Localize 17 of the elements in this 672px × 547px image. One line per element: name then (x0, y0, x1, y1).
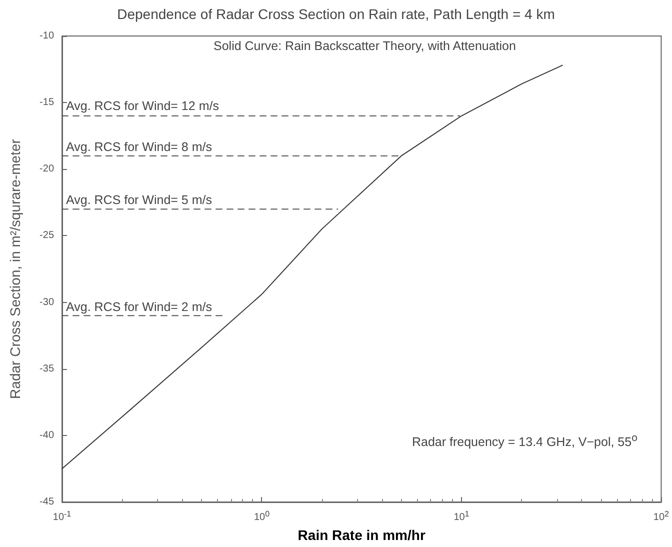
y-axis-title: Radar Cross Section, in m²/squrare-meter (7, 138, 23, 399)
y-tick-label: -30 (40, 296, 54, 308)
y-tick-label: -40 (40, 430, 54, 441)
annotation: Solid Curve: Rain Backscatter Theory, with Attenuation (214, 39, 516, 54)
series-label: Avg. RCS for Wind= 2 m/s (66, 300, 212, 316)
y-tick-label: -35 (40, 363, 54, 374)
y-tick-label: -15 (40, 97, 54, 108)
y-tick-label: -10 (40, 30, 54, 42)
series-label: Avg. RCS for Wind= 5 m/s (66, 193, 212, 208)
chart-title: Dependence of Radar Cross Section on Rain rate, Path Length = 4 km (117, 6, 555, 22)
series-label: Avg. RCS for Wind= 8 m/s (66, 140, 212, 154)
annotation: Radar frequency = 13.4 GHz, V−pol, 55$^{o}$ (412, 433, 638, 450)
y-tick-label: -25 (40, 230, 54, 242)
series-label: Avg. RCS for Wind= 12 m/s (66, 99, 219, 114)
x-axis-title: Rain Rate in mm/hr (298, 527, 426, 543)
y-tick-label: -45 (40, 496, 54, 508)
y-tick-label: -20 (40, 164, 54, 175)
